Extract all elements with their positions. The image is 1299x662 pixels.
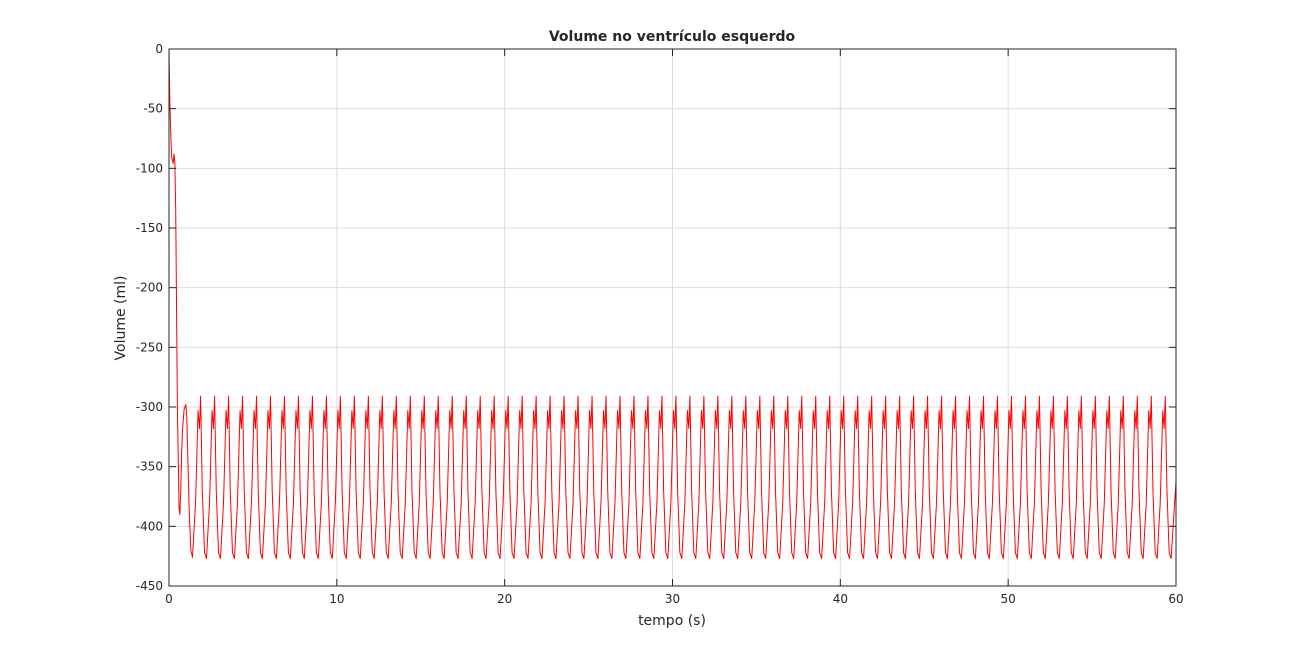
y-tick-label: -300 [136,400,163,414]
y-tick-label: -150 [136,221,163,235]
grid [169,49,1176,586]
x-axis-label: tempo (s) [638,613,706,629]
x-tick-label: 30 [665,592,680,606]
x-tick-label: 40 [833,592,848,606]
x-tick-label: 10 [329,592,344,606]
x-tick-label: 50 [1001,592,1016,606]
y-tick-label: 0 [155,42,163,56]
ticks [168,48,1177,587]
chart-title: Volume no ventrículo esquerdo [549,29,796,45]
y-tick-label: -100 [136,161,163,175]
y-axis-label: Volume (ml) [113,276,129,361]
x-tick-label: 60 [1168,592,1183,606]
y-tick-label: -50 [143,102,163,116]
y-tick-label: -400 [136,519,163,533]
y-tick-label: -450 [136,579,163,593]
y-tick-label: -200 [136,281,163,295]
series-layer [168,48,1177,560]
y-tick-label: -250 [136,340,163,354]
series-line-volume [168,48,1177,560]
tick-labels: 0 10 20 30 40 50 60 0 -50 -100 -150 -200 -250 -300 -35… [136,42,1184,606]
x-tick-label: 20 [497,592,512,606]
y-tick-label: -350 [136,460,163,474]
x-tick-label: 0 [165,592,173,606]
